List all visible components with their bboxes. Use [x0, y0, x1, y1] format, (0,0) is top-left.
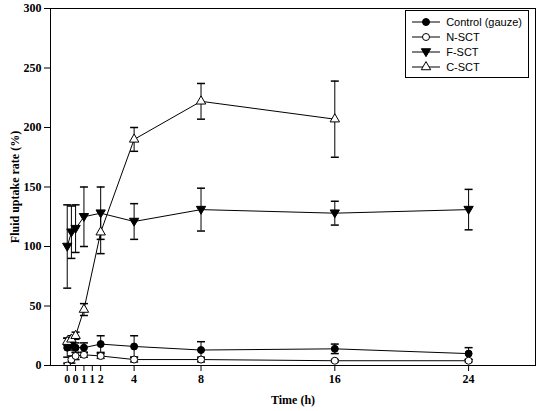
- svg-text:0: 0: [73, 372, 79, 386]
- svg-text:8: 8: [198, 372, 204, 386]
- html-text:N-SCT: N-SCT: [446, 30, 480, 43]
- html-text:Control (gauze): Control (gauze): [446, 15, 522, 28]
- svg-text:1: 1: [89, 372, 95, 386]
- svg-text:16: 16: [329, 372, 341, 386]
- svg-text:0: 0: [64, 372, 70, 386]
- svg-text:50: 50: [30, 299, 42, 313]
- html-text:F-SCT: F-SCT: [446, 45, 479, 58]
- svg-text:1: 1: [81, 372, 87, 386]
- svg-text:250: 250: [24, 61, 42, 75]
- svg-text:4: 4: [131, 372, 137, 386]
- svg-text:2: 2: [98, 372, 104, 386]
- svg-text:100: 100: [24, 239, 42, 253]
- svg-text:150: 150: [24, 180, 42, 194]
- svg-text:Time (h): Time (h): [271, 393, 315, 407]
- svg-text:Fluid uptake rate (%): Fluid uptake rate (%): [8, 131, 22, 243]
- svg-text:0: 0: [36, 358, 42, 372]
- svg-text:300: 300: [24, 1, 42, 15]
- svg-text:200: 200: [24, 120, 42, 134]
- html-text:C-SCT: C-SCT: [446, 60, 480, 73]
- svg-text:24: 24: [463, 372, 475, 386]
